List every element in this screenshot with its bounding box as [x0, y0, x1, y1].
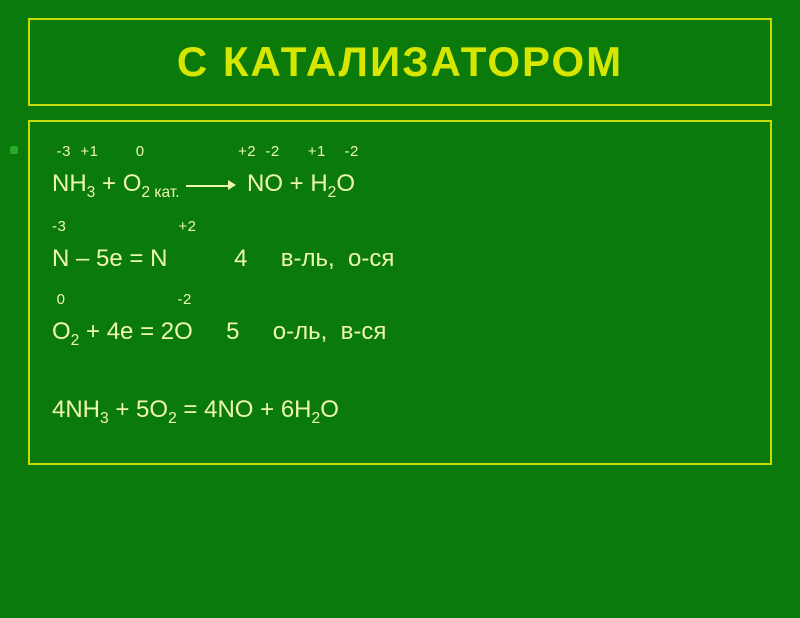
eq1-sub-o2: 2 кат. [141, 184, 179, 201]
equation-1: NH3 + О2 кат. NO + H2O [52, 165, 748, 205]
half2-b: + 4e = 2O 5 о-ль, в-ся [79, 318, 386, 345]
half2-a: O [52, 318, 71, 345]
final-c: = 4NO + 6H [177, 396, 312, 423]
eq1-rhs-tail: O [336, 170, 355, 197]
oxidation-states-line-3: 0 -2 [52, 288, 748, 311]
final-a: 4NH [52, 396, 100, 423]
final-sub3: 2 [312, 410, 321, 427]
eq1-lhs: NH [52, 170, 87, 197]
spacer [52, 363, 748, 391]
title-box: С КАТАЛИЗАТОРОМ [28, 18, 772, 106]
final-d: O [320, 396, 339, 423]
oxidation-states-line-2: -3 +2 [52, 215, 748, 238]
final-sub2: 2 [168, 410, 177, 427]
slide-bullet [10, 146, 18, 154]
half-reaction-2: O2 + 4e = 2O 5 о-ль, в-ся [52, 313, 748, 353]
balanced-equation: 4NH3 + 5О2 = 4NO + 6H2O [52, 391, 748, 431]
content-box: -3 +1 0 +2 -2 +1 -2 NH3 + О2 кат. NO + H… [28, 120, 772, 465]
oxidation-states-line-1: -3 +1 0 +2 -2 +1 -2 [52, 140, 748, 163]
final-sub1: 3 [100, 410, 109, 427]
slide-title: С КАТАЛИЗАТОРОМ [50, 38, 750, 86]
eq1-plus: + О [95, 170, 141, 197]
final-b: + 5О [109, 396, 168, 423]
reaction-arrow-icon [186, 179, 236, 191]
half-reaction-1: N – 5e = N 4 в-ль, о-ся [52, 240, 748, 277]
eq1-rhs-no: NO + H [247, 170, 328, 197]
